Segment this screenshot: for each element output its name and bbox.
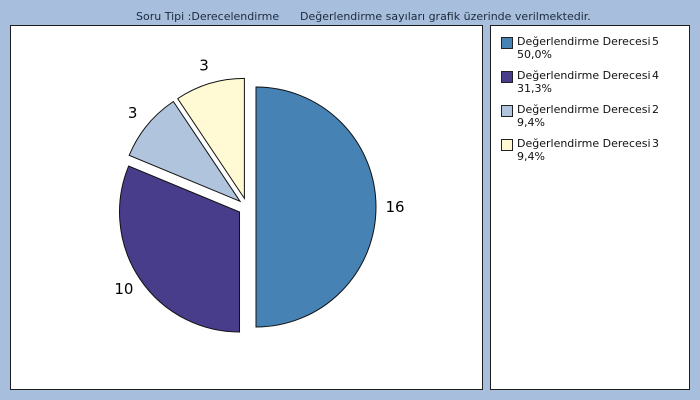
legend-label: Değerlendirme Derecesi	[517, 35, 651, 48]
legend-degree: 3	[652, 137, 659, 150]
legend-item: Değerlendirme Derecesi 4 31,3%	[501, 69, 689, 99]
plot-area: 16 10 3 3	[10, 25, 483, 390]
slice-value-label: 3	[128, 104, 138, 122]
legend-percent: 50,0%	[517, 48, 552, 61]
slice-value-label: 3	[199, 56, 209, 74]
legend-percent: 9,4%	[517, 116, 545, 129]
legend: Değerlendirme Derecesi 5 50,0% Değerlendirm…	[490, 25, 690, 390]
chart-note: Değerlendirme sayıları grafik üzerinde v…	[300, 10, 591, 23]
legend-percent: 31,3%	[517, 82, 552, 95]
question-type-label: Soru Tipi :Derecelendirme	[136, 10, 280, 23]
legend-degree: 5	[652, 35, 659, 48]
pie-slice-degree-4	[119, 165, 241, 333]
legend-degree: 2	[652, 103, 659, 116]
legend-swatch	[501, 105, 513, 117]
legend-label: Değerlendirme Derecesi	[517, 69, 651, 82]
legend-swatch	[501, 139, 513, 151]
legend-swatch	[501, 37, 513, 49]
legend-item: Değerlendirme Derecesi 3 9,4%	[501, 137, 689, 167]
legend-degree: 4	[652, 69, 659, 82]
legend-percent: 9,4%	[517, 150, 545, 163]
pie-slice-degree-2	[128, 100, 242, 203]
slice-value-label: 16	[385, 198, 404, 216]
legend-label: Değerlendirme Derecesi	[517, 103, 651, 116]
pie-chart: 16 10 3 3	[114, 56, 405, 333]
legend-item: Değerlendirme Derecesi 5 50,0%	[501, 35, 689, 65]
legend-item: Değerlendirme Derecesi 2 9,4%	[501, 103, 689, 133]
pie-slice-degree-5	[255, 86, 377, 328]
legend-label: Değerlendirme Derecesi	[517, 137, 651, 150]
pie-slice-degree-3	[177, 77, 245, 201]
legend-swatch	[501, 71, 513, 83]
slice-value-label: 10	[114, 280, 133, 298]
